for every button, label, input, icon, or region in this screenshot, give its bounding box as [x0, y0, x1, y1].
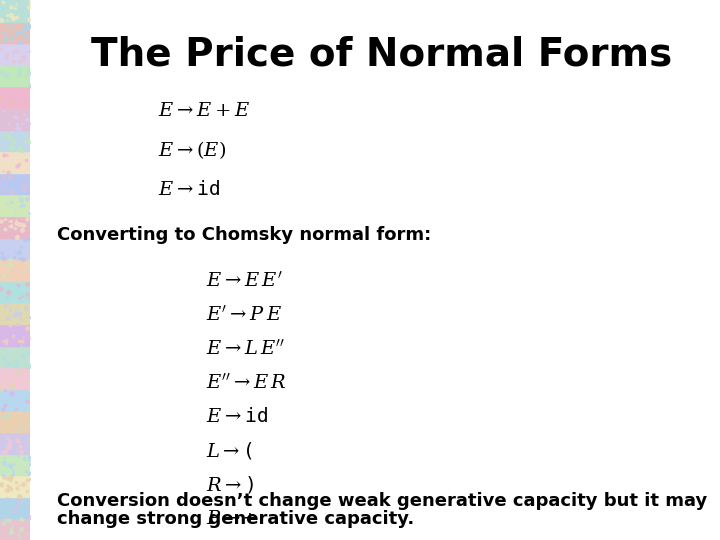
Bar — [0, 173, 30, 194]
Bar — [0, 475, 30, 497]
Text: Converting to Chomsky normal form:: Converting to Chomsky normal form: — [57, 226, 431, 244]
Bar — [0, 65, 30, 86]
Bar — [0, 86, 30, 108]
Bar — [0, 302, 30, 324]
Text: $E \rightarrow (E)$: $E \rightarrow (E)$ — [158, 139, 226, 161]
Text: The Price of Normal Forms: The Price of Normal Forms — [91, 35, 672, 73]
Bar — [0, 151, 30, 173]
Text: $E'' \rightarrow E\,R$: $E'' \rightarrow E\,R$ — [206, 373, 287, 393]
Bar — [0, 281, 30, 302]
Bar — [0, 432, 30, 454]
Bar — [0, 346, 30, 367]
Text: $E \rightarrow E + E$: $E \rightarrow E + E$ — [158, 101, 251, 120]
Bar — [0, 497, 30, 518]
Bar — [0, 194, 30, 216]
Text: $E \rightarrow \mathtt{id}$: $E \rightarrow \mathtt{id}$ — [206, 407, 268, 427]
Bar — [0, 43, 30, 65]
Text: $E' \rightarrow P\,E$: $E' \rightarrow P\,E$ — [206, 305, 282, 325]
Text: $P \rightarrow \mathtt{+}$: $P \rightarrow \mathtt{+}$ — [206, 509, 256, 529]
Bar — [0, 454, 30, 475]
Bar — [0, 238, 30, 259]
Bar — [0, 389, 30, 410]
Bar — [0, 22, 30, 43]
Bar — [0, 410, 30, 432]
Bar — [0, 324, 30, 346]
Bar — [0, 367, 30, 389]
Bar — [0, 108, 30, 130]
Bar — [0, 130, 30, 151]
Bar — [0, 259, 30, 281]
Text: $R \rightarrow \mathtt{)}$: $R \rightarrow \mathtt{)}$ — [206, 475, 254, 495]
Text: change strong generative capacity.: change strong generative capacity. — [57, 510, 414, 529]
Text: $E \rightarrow E\,E'$: $E \rightarrow E\,E'$ — [206, 271, 282, 291]
Bar — [0, 0, 30, 22]
Text: $E \rightarrow \mathtt{id}$: $E \rightarrow \mathtt{id}$ — [158, 180, 220, 199]
Text: $E \rightarrow L\,E''$: $E \rightarrow L\,E''$ — [206, 339, 285, 359]
Bar — [0, 216, 30, 238]
Text: Conversion doesn’t change weak generative capacity but it may: Conversion doesn’t change weak generativ… — [57, 492, 707, 510]
Bar — [0, 518, 30, 540]
Text: $L \rightarrow \mathtt{(}$: $L \rightarrow \mathtt{(}$ — [206, 441, 253, 461]
